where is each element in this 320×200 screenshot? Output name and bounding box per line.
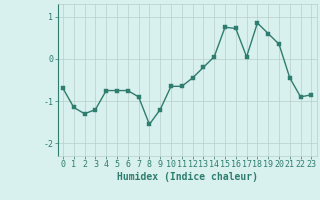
X-axis label: Humidex (Indice chaleur): Humidex (Indice chaleur) — [117, 172, 258, 182]
